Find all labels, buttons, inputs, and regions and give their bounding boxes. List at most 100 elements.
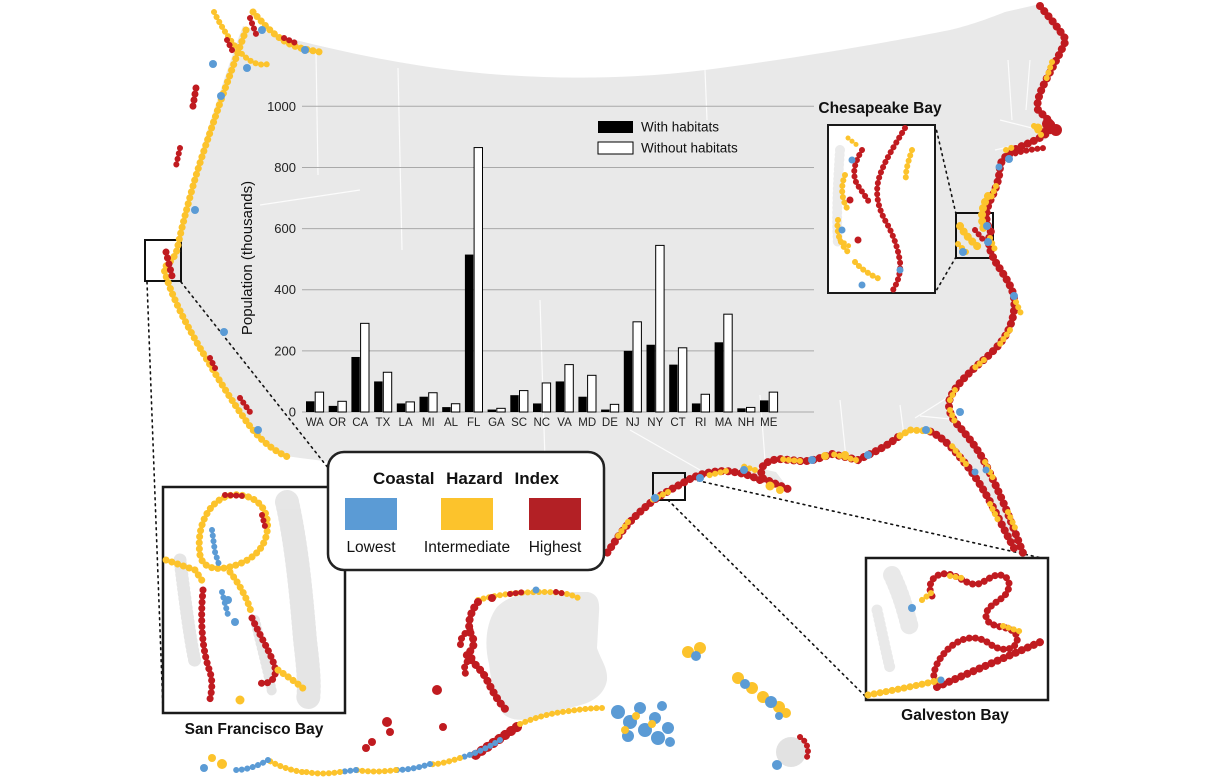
bar-with-MD [578, 396, 587, 412]
bar-with-NY [646, 344, 655, 412]
bar-with-ME [760, 400, 769, 412]
bar-without-NH [746, 406, 756, 413]
x-label-MA: MA [715, 417, 733, 429]
san-francisco-inset-box [161, 485, 347, 715]
bar-without-RI [700, 393, 710, 413]
bar-with-GA [487, 409, 496, 412]
x-label-MD: MD [578, 417, 596, 429]
x-label-DE: DE [602, 417, 618, 429]
bar-without-NJ [632, 321, 642, 413]
bar-without-ME [768, 391, 779, 413]
san-francisco-label: San Francisco Bay [185, 721, 324, 738]
bar-without-DE [609, 403, 620, 413]
sf-bay-dots [162, 491, 311, 707]
sf-connector-left [146, 281, 164, 711]
bar-without-LA [405, 401, 415, 413]
x-label-AL: AL [444, 417, 459, 429]
bar-without-MD [587, 374, 597, 413]
galveston-bay-dots [864, 570, 1049, 699]
alaska-silhouette [486, 592, 608, 720]
bar-with-LA [396, 403, 406, 412]
x-label-WA: WA [306, 417, 324, 429]
intermediate-swatch [441, 498, 493, 530]
galveston-terrain-speckle [871, 566, 919, 674]
west-coast-dots [160, 8, 324, 461]
alaska-panhandle-dots [611, 701, 675, 747]
bar-without-GA [496, 407, 506, 413]
state-borders [259, 51, 1041, 471]
chart-legend: With habitats Without habitats [597, 120, 738, 156]
bar-with-AL [442, 407, 451, 412]
chesapeake-inset: Chesapeake Bay [818, 100, 942, 294]
east-coast-dots [944, 2, 1071, 557]
bar-with-VA [555, 381, 565, 412]
highest-label: Highest [529, 539, 582, 556]
galveston-connector-bottom [667, 499, 867, 698]
x-label-VA: VA [557, 417, 572, 429]
y-tick-400: 400 [274, 282, 296, 297]
bar-with-MA [714, 342, 723, 412]
bar-with-RI [691, 403, 701, 412]
bar-with-SC [510, 395, 519, 412]
bar-without-NY [655, 244, 665, 413]
x-label-FL: FL [467, 417, 481, 429]
galveston-connector-top [685, 477, 1047, 560]
hazard-legend: Coastal Hazard Index Lowest Intermediate… [326, 450, 606, 572]
bar-with-CT [669, 364, 678, 412]
chesapeake-bay-dots [834, 125, 915, 293]
with-habitats-swatch [598, 121, 633, 133]
y-tick-800: 800 [274, 160, 296, 175]
x-label-NY: NY [647, 417, 663, 429]
x-label-SC: SC [511, 417, 527, 429]
chesapeake-connector-top [935, 127, 957, 215]
chart-bars-and-axes: 0 200 400 600 800 1000 WA OR CA TX LA MI AL FL GA SC NC V… [267, 99, 814, 429]
bar-with-WA [306, 401, 315, 412]
bar-without-TX [382, 371, 393, 413]
chesapeake-connector-bottom [935, 256, 957, 292]
x-label-RI: RI [695, 417, 707, 429]
x-label-NJ: NJ [626, 417, 640, 429]
chesapeake-zoom-rect [955, 212, 994, 259]
x-label-CA: CA [352, 417, 368, 429]
bar-with-NH [737, 408, 746, 412]
without-habitats-label: Without habitats [641, 141, 738, 156]
without-habitats-swatch [597, 141, 634, 155]
lowest-label: Lowest [346, 539, 396, 556]
bar-with-TX [374, 381, 383, 412]
galveston-label: Galveston Bay [901, 707, 1009, 724]
x-label-OR: OR [329, 417, 346, 429]
san-francisco-inset: San Francisco Bay [161, 485, 347, 738]
with-habitats-label: With habitats [641, 120, 719, 135]
bar-with-NC [533, 403, 542, 412]
bar-without-AL [450, 403, 461, 413]
x-label-LA: LA [399, 417, 413, 429]
bar-with-OR [328, 405, 338, 412]
bar-with-NJ [623, 350, 633, 412]
hawaii-dots [682, 642, 811, 770]
y-tick-200: 200 [274, 343, 296, 358]
chesapeake-label: Chesapeake Bay [818, 100, 942, 117]
alaska-coast-dots [200, 586, 675, 777]
bar-without-OR [337, 400, 347, 413]
x-label-TX: TX [376, 417, 391, 429]
y-tick-600: 600 [274, 221, 296, 236]
bar-without-NC [541, 382, 552, 413]
gulf-coast-dots [601, 426, 1018, 560]
bar-with-FL [464, 254, 474, 412]
bar-with-MI [419, 396, 428, 412]
hazard-legend-title: Coastal Hazard Index [373, 469, 559, 488]
intermediate-label: Intermediate [424, 539, 510, 556]
chart-y-axis-title: Population (thousands) [239, 181, 256, 335]
bar-without-CT [677, 347, 688, 413]
bar-without-WA [314, 391, 325, 413]
bar-without-VA [564, 364, 574, 413]
galveston-inset: Galveston Bay [864, 556, 1050, 724]
hawaii-big-island-land [776, 737, 806, 767]
x-label-ME: ME [760, 417, 778, 429]
san-francisco-zoom-rect [144, 239, 182, 282]
bar-with-DE [601, 409, 610, 412]
bar-without-SC [519, 390, 529, 413]
bar-without-FL [473, 147, 484, 413]
y-tick-0: 0 [289, 405, 296, 420]
